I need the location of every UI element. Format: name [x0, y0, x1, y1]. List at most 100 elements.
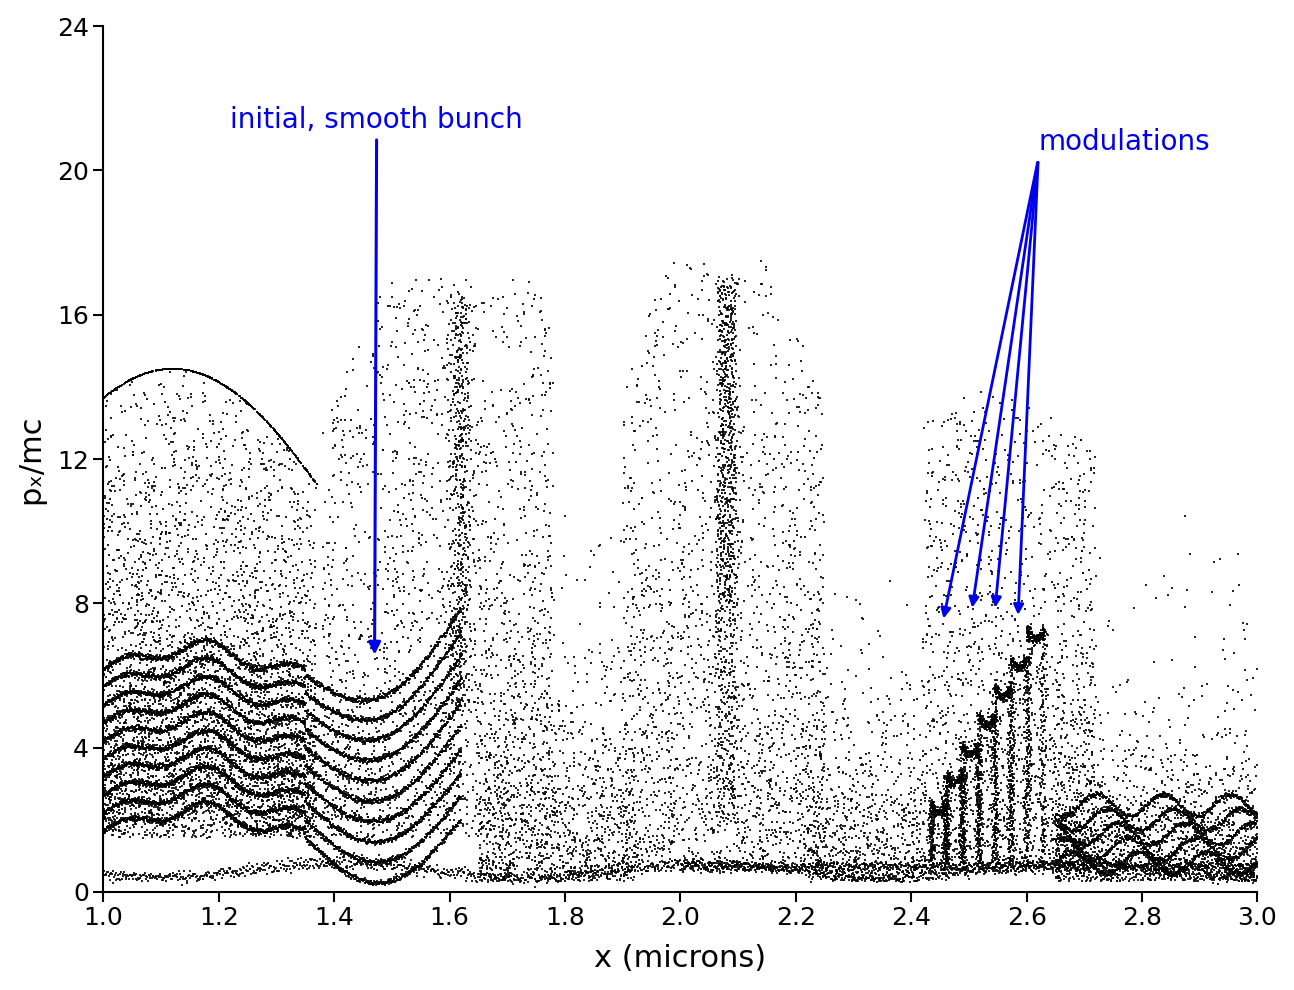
Point — [179, 797, 199, 813]
Point — [269, 693, 290, 709]
Point — [951, 809, 972, 825]
Point — [1052, 857, 1073, 873]
Point — [1030, 657, 1051, 673]
Point — [234, 801, 255, 817]
Point — [245, 541, 265, 556]
Point — [428, 816, 449, 832]
Point — [1062, 823, 1083, 839]
Point — [951, 768, 972, 784]
Point — [814, 706, 835, 722]
Point — [330, 692, 351, 708]
Point — [287, 613, 308, 629]
Point — [238, 783, 259, 799]
Point — [448, 675, 468, 691]
Point — [118, 755, 138, 771]
Point — [322, 854, 343, 870]
Point — [358, 813, 379, 829]
Point — [714, 849, 735, 865]
Point — [483, 323, 503, 339]
Point — [1245, 856, 1266, 872]
Point — [1183, 820, 1203, 836]
Point — [285, 486, 305, 502]
Point — [641, 579, 661, 595]
Point — [115, 683, 136, 699]
Point — [923, 464, 943, 480]
Point — [382, 768, 402, 784]
Point — [991, 858, 1012, 874]
Point — [785, 859, 806, 875]
Point — [1048, 826, 1069, 842]
Point — [1056, 821, 1077, 837]
Point — [111, 870, 132, 886]
Point — [1130, 837, 1150, 852]
Point — [119, 644, 140, 660]
Point — [146, 742, 167, 757]
Point — [1056, 572, 1077, 588]
Point — [481, 796, 502, 812]
Point — [207, 742, 228, 757]
Point — [1053, 823, 1074, 839]
Point — [1018, 778, 1039, 794]
Point — [426, 746, 446, 762]
Point — [805, 478, 826, 494]
Point — [184, 563, 204, 579]
Point — [389, 720, 410, 736]
Point — [245, 537, 265, 552]
Point — [159, 689, 180, 705]
Point — [862, 787, 883, 803]
Point — [941, 776, 961, 792]
Point — [1084, 815, 1105, 831]
Point — [202, 817, 223, 833]
Point — [142, 722, 163, 738]
Point — [1123, 825, 1144, 841]
Point — [300, 821, 321, 837]
Point — [782, 858, 802, 874]
Point — [219, 709, 239, 725]
Point — [599, 804, 620, 820]
Point — [387, 718, 408, 734]
Point — [1079, 837, 1100, 852]
Point — [705, 859, 726, 875]
Point — [805, 859, 826, 875]
Point — [804, 835, 824, 850]
Point — [204, 759, 225, 775]
Point — [1206, 821, 1227, 837]
Point — [224, 604, 245, 620]
Point — [175, 677, 195, 693]
Point — [286, 746, 307, 762]
Point — [1194, 827, 1215, 842]
Point — [124, 683, 145, 699]
Point — [727, 510, 748, 526]
Point — [286, 820, 307, 836]
Point — [202, 707, 223, 723]
Point — [929, 855, 950, 871]
Point — [1064, 860, 1084, 876]
Point — [250, 770, 270, 786]
Point — [687, 853, 708, 869]
Point — [646, 571, 666, 587]
Point — [1117, 861, 1137, 877]
Point — [1161, 789, 1181, 805]
Point — [338, 702, 358, 718]
Point — [612, 794, 633, 810]
Point — [199, 723, 220, 739]
Point — [576, 759, 597, 775]
Point — [269, 797, 290, 813]
Point — [740, 846, 761, 862]
Point — [146, 799, 167, 815]
Point — [110, 687, 131, 703]
Point — [1073, 820, 1093, 836]
Point — [177, 770, 198, 786]
Point — [239, 767, 260, 783]
Point — [122, 775, 142, 791]
Point — [1196, 804, 1216, 820]
Point — [258, 802, 278, 818]
Point — [409, 812, 430, 828]
Point — [1118, 850, 1139, 866]
Point — [1055, 493, 1075, 509]
Point — [1184, 807, 1205, 823]
Point — [132, 739, 153, 754]
Point — [1132, 840, 1153, 855]
Point — [295, 793, 316, 809]
Point — [379, 790, 400, 806]
